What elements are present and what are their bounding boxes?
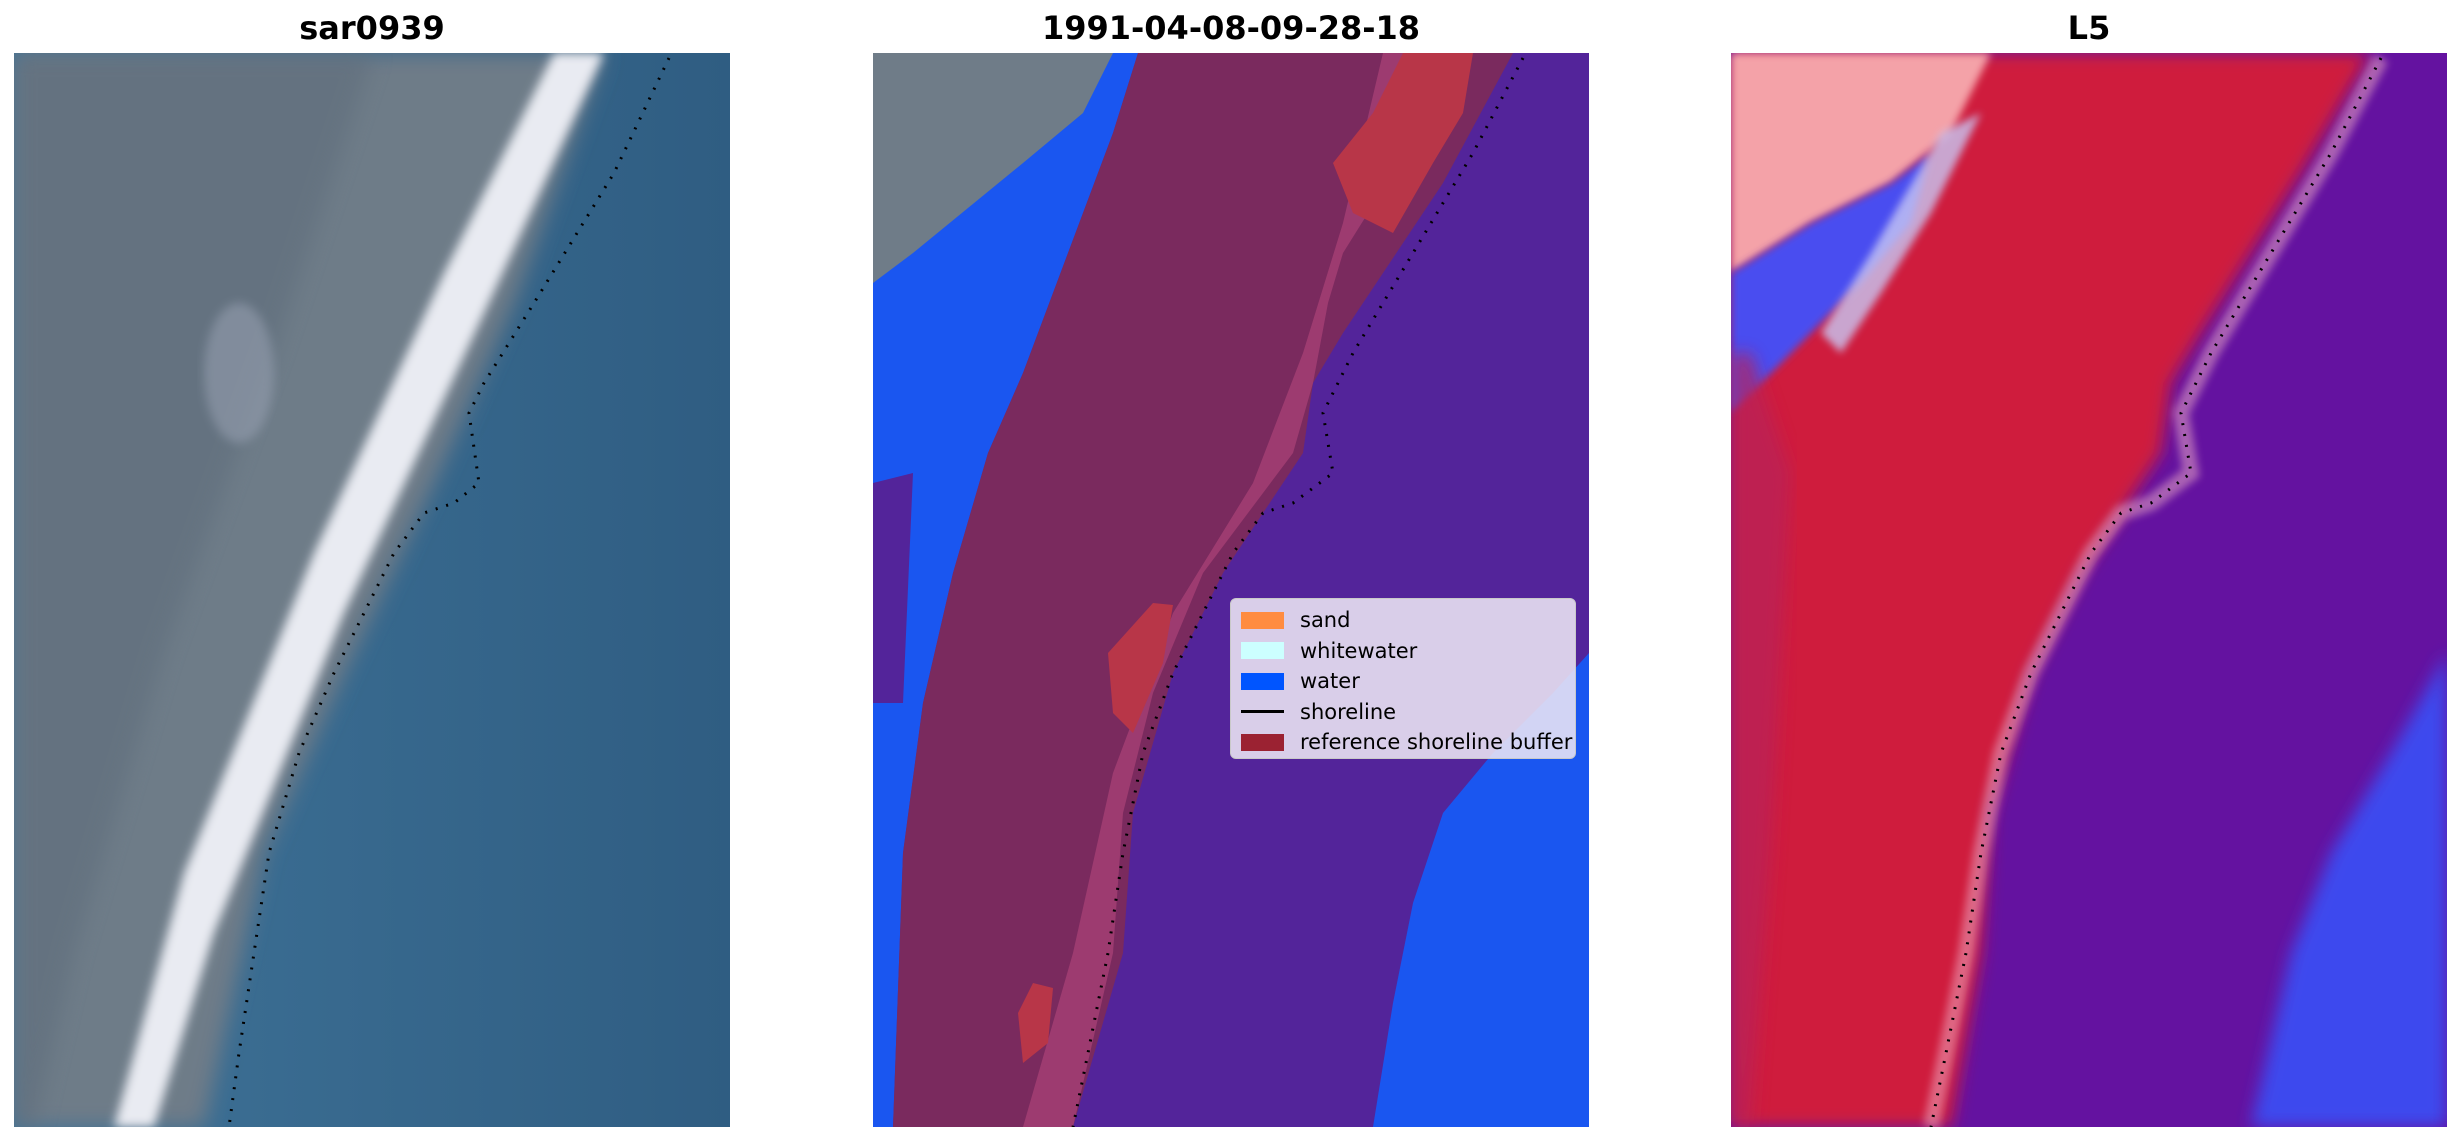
index-left-strip	[1731, 353, 1791, 1127]
legend-item-sand: sand	[1241, 605, 1565, 636]
land-class-area	[893, 53, 1513, 1127]
satellite-image-svg	[14, 53, 730, 1127]
water-class-right	[1373, 653, 1589, 1127]
index-white-edge	[1821, 113, 1981, 353]
land-shade	[14, 53, 374, 1127]
buffer-patch-bottom	[1018, 983, 1053, 1063]
unclassified-gray	[873, 53, 1113, 283]
index-blue-edge	[1731, 153, 1931, 413]
legend-item-shoreline: shoreline	[1241, 697, 1565, 728]
index-pink-area	[1731, 53, 1991, 273]
water-purple-left	[873, 473, 913, 703]
index-blue-right	[2251, 653, 2447, 1127]
legend-label-sand: sand	[1300, 608, 1351, 633]
index-image	[1731, 53, 2447, 1127]
water-class-left	[873, 53, 1138, 1127]
beach-strip	[114, 53, 604, 1127]
panel-title-center: 1991-04-08-09-28-18	[1041, 9, 1421, 47]
legend: sand whitewater water shoreline referenc…	[1230, 598, 1576, 759]
buffer-patch-top	[1333, 53, 1473, 233]
legend-swatch-buffer	[1241, 733, 1284, 751]
land-patch	[204, 303, 274, 443]
legend-swatch-water	[1241, 672, 1284, 690]
legend-label-shoreline: shoreline	[1300, 699, 1397, 724]
legend-swatch-whitewater	[1241, 642, 1284, 660]
panel-index-image: L5	[1731, 0, 2447, 1140]
classification-image-svg	[873, 53, 1589, 1127]
legend-line-shoreline	[1241, 710, 1284, 714]
index-image-svg	[1731, 53, 2447, 1127]
legend-item-whitewater: whitewater	[1241, 636, 1565, 667]
shoreline-dotted	[1929, 57, 2383, 1127]
legend-item-buffer: reference shoreline buffer	[1241, 727, 1572, 758]
buffer-patch-mid	[1108, 603, 1173, 733]
index-high-area	[1731, 53, 2371, 1127]
legend-label-buffer: reference shoreline buffer	[1300, 730, 1573, 755]
classification-image	[873, 53, 1589, 1127]
legend-item-water: water	[1241, 666, 1565, 697]
panel-title-left: sar0939	[299, 9, 445, 47]
panel-classification: 1991-04-08-09-28-18	[873, 0, 1589, 1140]
panel-rgb-image: sar0939	[14, 0, 730, 1140]
legend-swatch-sand	[1241, 611, 1284, 629]
legend-label-water: water	[1300, 669, 1360, 694]
satellite-image	[14, 53, 730, 1127]
legend-label-whitewater: whitewater	[1300, 638, 1418, 663]
panel-title-right: L5	[2067, 9, 2111, 47]
shoreline-dotted	[1071, 57, 1525, 1127]
